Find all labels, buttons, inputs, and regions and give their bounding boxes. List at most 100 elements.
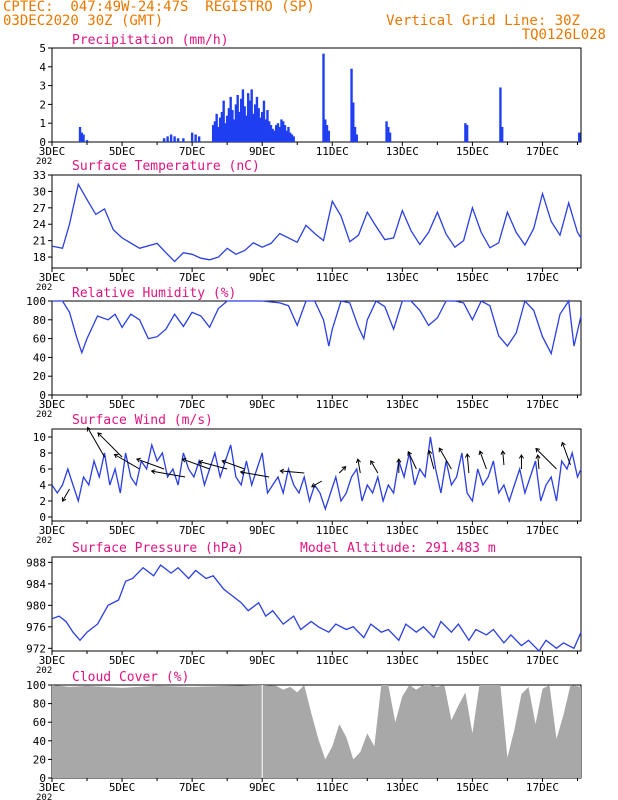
pressure-ytick-label: 980 <box>26 599 46 612</box>
wind-xtick-label: 15DEC <box>456 524 489 537</box>
wind-vector-head <box>181 457 187 463</box>
precip-year-fragment: 202 <box>36 157 52 167</box>
precip-bar <box>215 113 218 142</box>
rh-ytick-label: 60 <box>33 333 46 346</box>
precip-bar <box>255 96 259 142</box>
precip-bar <box>197 136 201 142</box>
precip-bar <box>85 140 89 142</box>
precip-bar <box>292 136 295 142</box>
pressure-ytick-label: 976 <box>26 621 46 634</box>
wind-year-fragment: 202 <box>36 536 52 546</box>
wind-vector <box>407 451 417 470</box>
precip-bar <box>325 125 329 142</box>
precip-bar <box>253 104 257 142</box>
wind-vector <box>311 480 323 488</box>
wind-vector <box>357 459 361 474</box>
precip-bar <box>264 119 267 142</box>
wind-vector-head <box>407 450 412 456</box>
wind-vector <box>151 470 186 478</box>
pressure-year-fragment: 202 <box>36 666 52 676</box>
cloud-ytick-label: 100 <box>26 679 46 692</box>
precip-bar <box>327 130 330 142</box>
cloud-xtick-label: 11DEC <box>316 781 349 794</box>
precip-bar <box>166 136 169 142</box>
precip-bar <box>229 96 232 142</box>
temp-title: Surface Temperature (nC) <box>72 159 260 174</box>
wind-vector <box>136 458 165 470</box>
precip-ytick-label: 1 <box>39 117 46 130</box>
rh-ytick-label: 80 <box>33 314 46 327</box>
pressure-xtick-label: 9DEC <box>249 654 276 667</box>
wind-ytick-label: 10 <box>33 431 46 444</box>
temp-ytick-label: 33 <box>33 169 46 182</box>
wind-vector <box>537 455 540 470</box>
temp-frame <box>51 174 582 269</box>
precip-bar <box>78 126 82 142</box>
precip-bar <box>385 121 388 142</box>
wind-vector <box>280 470 305 474</box>
wind-vector-head <box>310 482 316 488</box>
wind-xtick-label: 17DEC <box>526 524 559 537</box>
precip-ytick-label: 2 <box>39 98 46 111</box>
pressure-series-line <box>51 564 582 653</box>
wind-vector-head <box>135 457 141 463</box>
rh-xtick-label: 3DEC <box>39 398 66 411</box>
wind-vector-head <box>86 426 92 432</box>
wind-series-line <box>51 436 582 512</box>
rh-xtick-label: 9DEC <box>249 398 276 411</box>
wind-vector-head <box>198 459 204 465</box>
precip-bar <box>388 132 392 142</box>
precip-bar <box>353 126 357 142</box>
precip-bar <box>173 136 176 142</box>
rh-ytick-label: 100 <box>26 295 46 308</box>
precip-bar <box>245 115 248 142</box>
precip-bar <box>182 138 185 142</box>
wind-vector <box>240 471 270 478</box>
wind-vector <box>561 442 571 466</box>
precip-bar <box>194 134 197 142</box>
pressure-xtick-label: 17DEC <box>526 654 559 667</box>
header-model-id: TQ0126L028 <box>521 27 606 43</box>
rh-ytick-label: 20 <box>33 370 46 383</box>
precip-bar <box>238 111 241 142</box>
wind-vector-head <box>535 447 540 453</box>
wind-vector-head <box>560 441 566 447</box>
temp-ytick-label: 30 <box>33 185 46 198</box>
cloud-area <box>52 685 581 778</box>
wind-vector <box>502 451 505 466</box>
wind-ytick-label: 8 <box>39 447 46 460</box>
precip-bar <box>259 117 262 142</box>
rh-xtick-label: 15DEC <box>456 398 489 411</box>
precip-xtick-label: 17DEC <box>526 145 559 158</box>
wind-vector <box>182 458 210 470</box>
precip-bar <box>499 87 502 142</box>
precip-bar <box>250 89 253 142</box>
precip-bar <box>464 123 467 142</box>
precip-ytick-label: 3 <box>39 80 46 93</box>
precip-bar <box>269 125 273 142</box>
temp-xtick-label: 7DEC <box>179 271 206 284</box>
wind-vector-head <box>500 450 506 455</box>
cloud-xtick-label: 7DEC <box>179 781 206 794</box>
precip-bar <box>289 132 292 142</box>
pressure-ytick-label: 988 <box>26 556 46 569</box>
wind-vector-head <box>150 469 156 475</box>
temp-ytick-label: 21 <box>33 235 46 248</box>
precip-bar <box>275 125 278 142</box>
cloud-ytick-label: 20 <box>33 753 46 766</box>
precip-bar <box>231 110 234 142</box>
wind-vector <box>221 460 245 470</box>
precip-ytick-label: 5 <box>39 42 46 55</box>
precip-bar <box>352 102 355 142</box>
temp-year-fragment: 202 <box>36 283 52 293</box>
precip-bar <box>273 130 276 142</box>
temp-ytick-label: 24 <box>33 218 47 231</box>
wind-vector <box>62 488 70 502</box>
header-date: 03DEC2020 30Z (GMT) <box>3 13 164 29</box>
wind-vector-head <box>113 453 119 459</box>
wind-title: Surface Wind (m/s) <box>72 413 213 428</box>
wind-vector <box>466 454 470 474</box>
pressure-title: Surface Pressure (hPa) <box>72 541 244 556</box>
wind-frame <box>51 428 582 522</box>
cloud-xtick-label: 13DEC <box>386 781 419 794</box>
